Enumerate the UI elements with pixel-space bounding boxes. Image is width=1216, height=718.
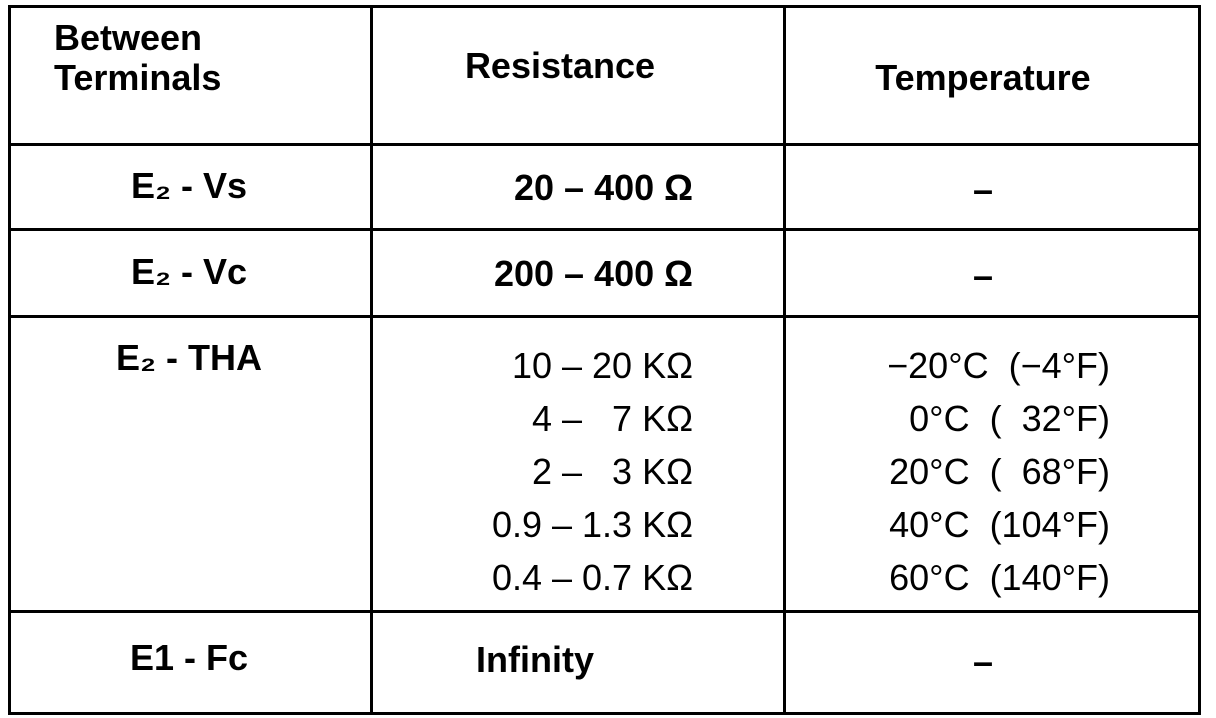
table-cell	[783, 610, 1201, 715]
resistance-value: 10 – 20 KΩ	[511, 345, 693, 386]
temperature-value: 0°C ( 32°F)	[909, 398, 1110, 439]
resistance-value: 0.4 – 0.7 KΩ	[491, 557, 693, 598]
terminal-label: E₂ - Vs	[130, 165, 248, 206]
terminal-label: E₂ - Vc	[130, 251, 248, 292]
header-cell: Temperature	[875, 57, 1091, 98]
resistance-value: 200 – 400 Ω	[493, 253, 693, 294]
resistance-value: 0.9 – 1.3 KΩ	[491, 504, 693, 545]
temperature-value: –	[972, 641, 994, 682]
header-cell: Resistance	[464, 45, 656, 86]
terminal-label: E1 - Fc	[129, 637, 249, 678]
resistance-value: 2 – 3 KΩ	[532, 451, 693, 492]
temperature-value: −20°C (−4°F)	[887, 345, 1110, 386]
temperature-value: 20°C ( 68°F)	[889, 451, 1110, 492]
resistance-value: 4 – 7 KΩ	[532, 398, 693, 439]
terminal-label: E₂ - THA	[116, 337, 262, 378]
resistance-value: Infinity	[476, 639, 594, 680]
header-cell: Between Terminals	[54, 17, 222, 98]
temperature-value: 60°C (140°F)	[889, 557, 1110, 598]
temperature-value: –	[972, 169, 994, 210]
resistance-value: 20 – 400 Ω	[514, 167, 693, 208]
temperature-value: –	[972, 255, 994, 296]
temperature-value: 40°C (104°F)	[889, 504, 1110, 545]
